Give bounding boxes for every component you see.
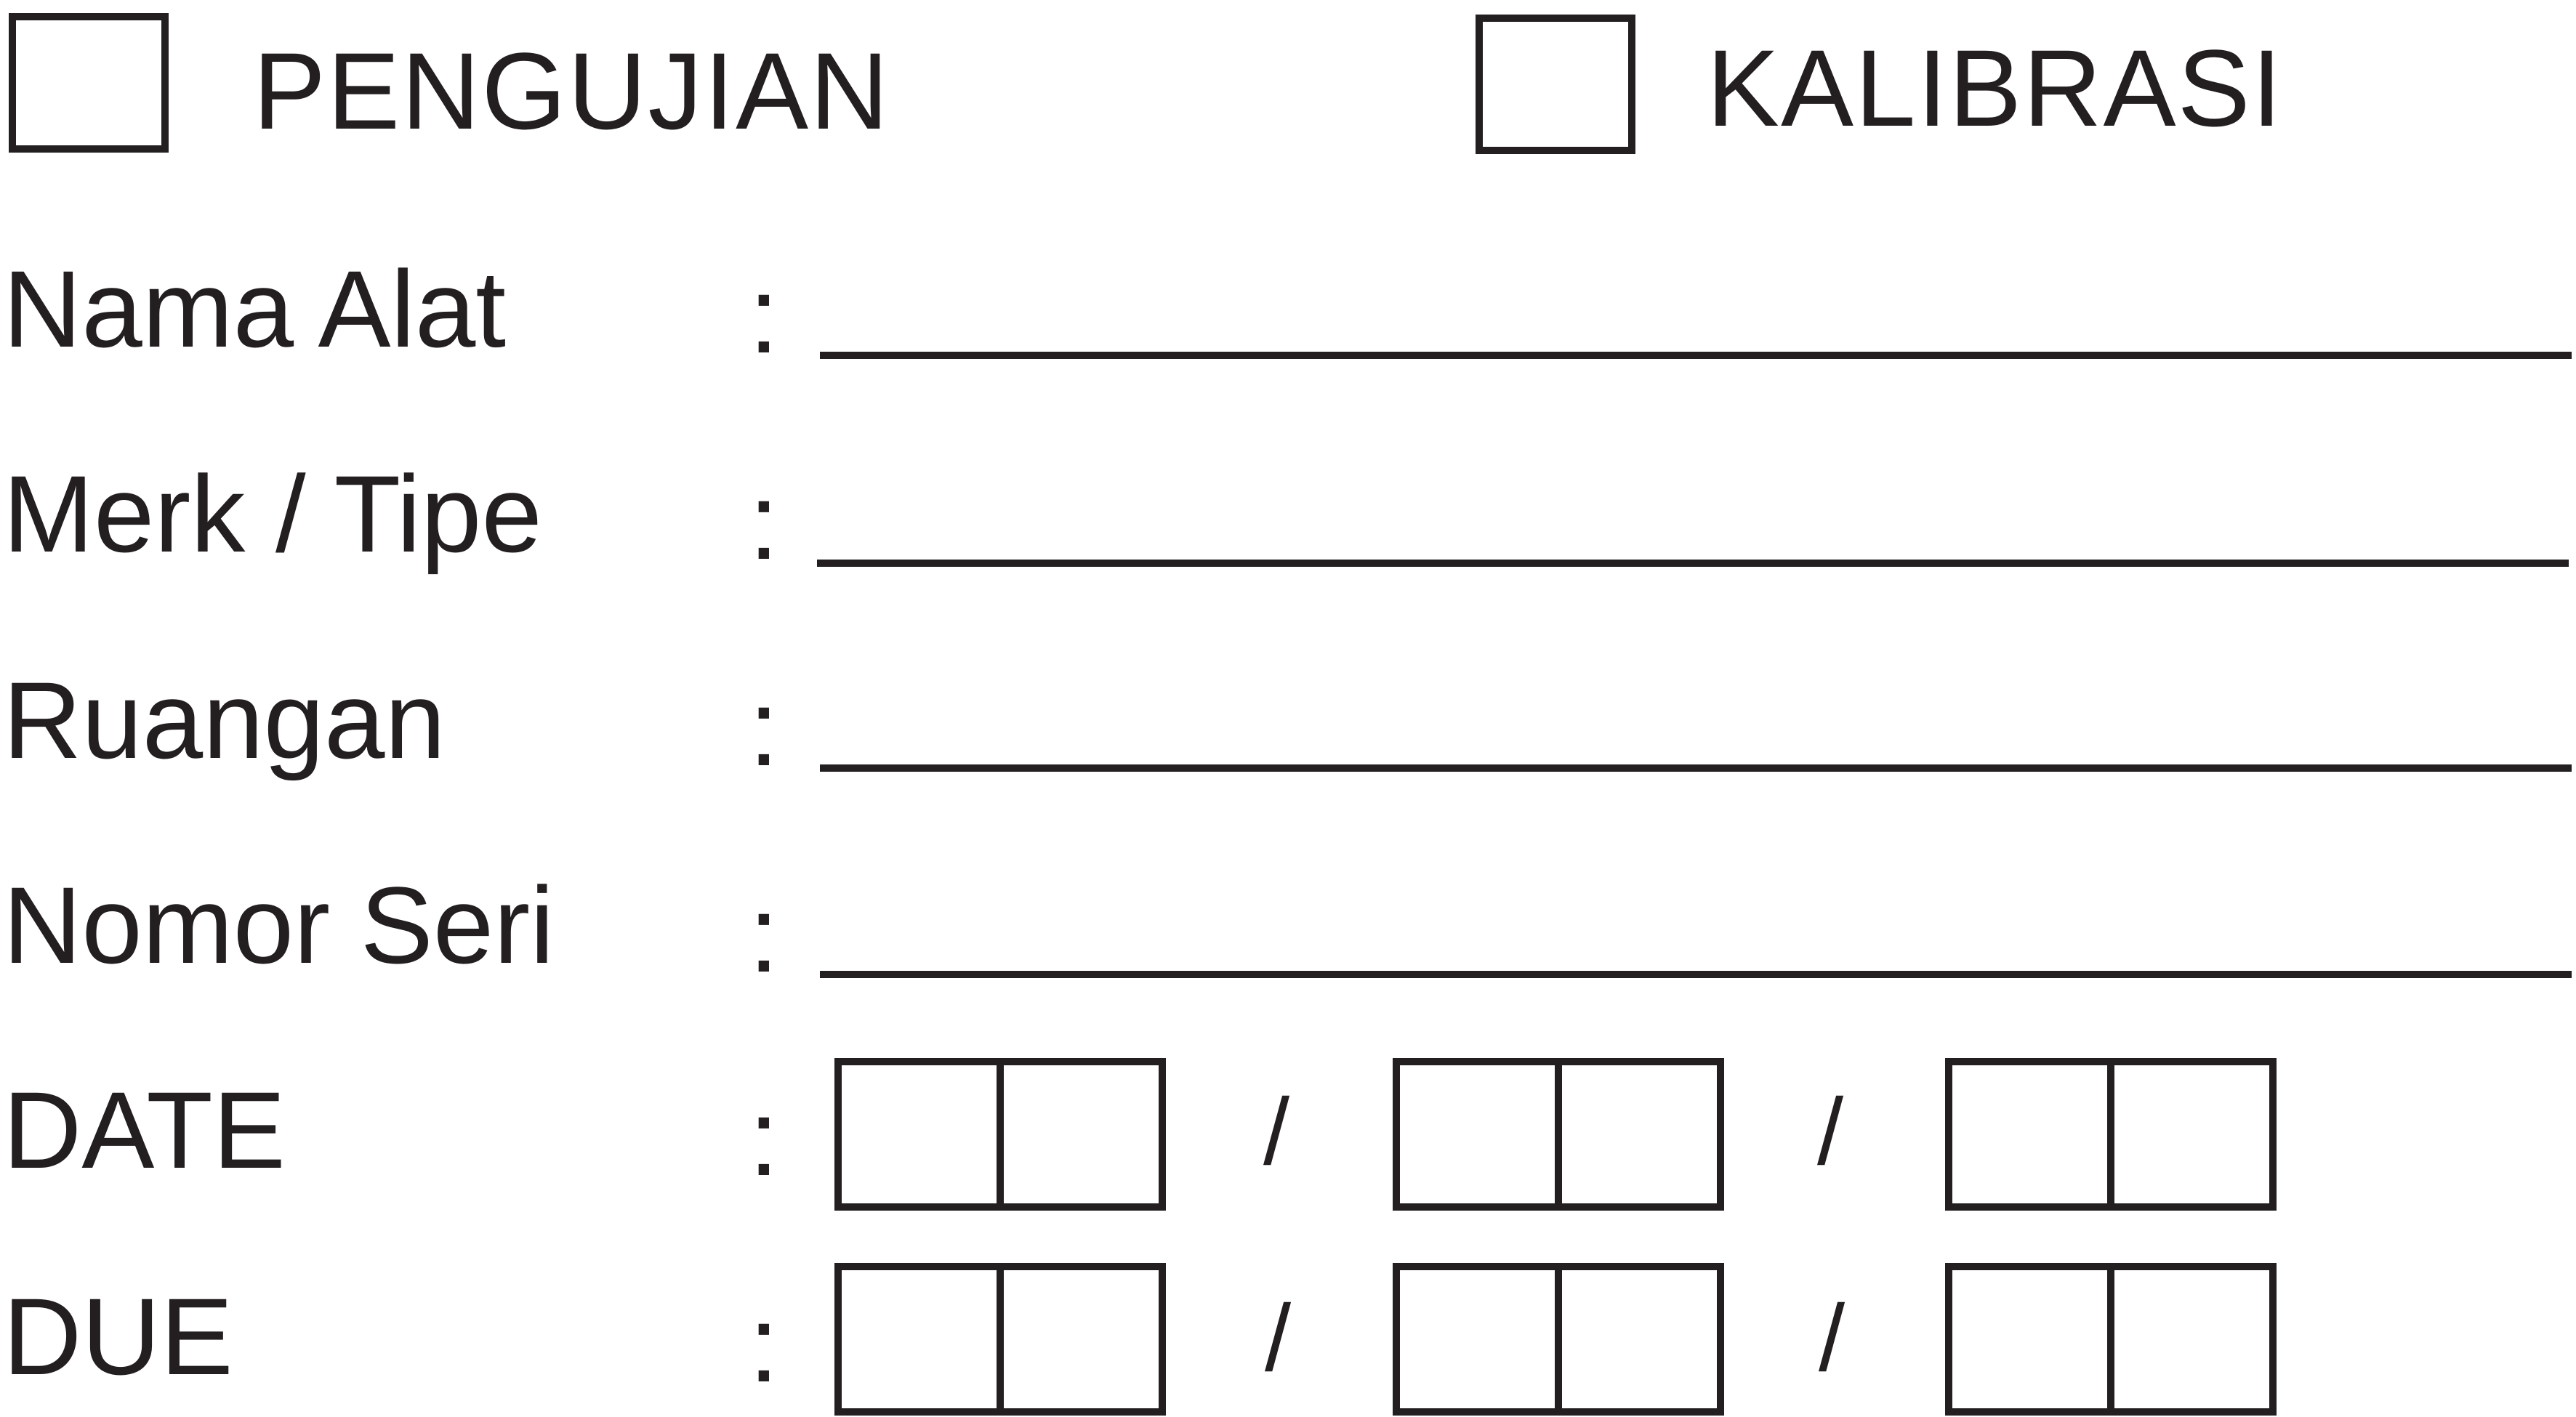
due-month-digit-2[interactable] [1555, 1263, 1724, 1416]
pengujian-checkbox[interactable] [9, 13, 169, 153]
nomor-seri-input-line[interactable] [820, 971, 2572, 978]
kalibrasi-checkbox[interactable] [1476, 15, 1635, 154]
pengujian-label: PENGUJIAN [253, 30, 890, 152]
due-year-digit-1[interactable] [1945, 1263, 2114, 1416]
field-label-merk-tipe: Merk / Tipe [3, 453, 542, 575]
date-month-digit-2[interactable] [1555, 1058, 1724, 1211]
due-day-digit-2[interactable] [997, 1263, 1166, 1416]
field-colon: : [749, 1076, 779, 1198]
due-slash: / [1265, 1285, 1292, 1391]
date-year-digit-1[interactable] [1945, 1058, 2114, 1211]
date-day-boxes [834, 1058, 1166, 1211]
date-day-digit-1[interactable] [834, 1058, 1004, 1211]
nama-alat-input-line[interactable] [820, 352, 2572, 359]
ruangan-input-line[interactable] [820, 764, 2572, 772]
due-day-boxes [834, 1263, 1166, 1416]
date-year-digit-2[interactable] [2107, 1058, 2277, 1211]
field-colon: : [749, 254, 779, 376]
field-colon: : [749, 873, 779, 995]
due-slash: / [1819, 1285, 1846, 1391]
date-slash: / [1817, 1078, 1844, 1184]
merk-tipe-input-line[interactable] [817, 560, 2569, 567]
field-label-ruangan: Ruangan [3, 659, 446, 781]
due-month-digit-1[interactable] [1393, 1263, 1562, 1416]
date-slash: / [1263, 1078, 1290, 1184]
date-month-boxes [1393, 1058, 1724, 1211]
date-month-digit-1[interactable] [1393, 1058, 1562, 1211]
field-colon: : [749, 666, 779, 788]
due-year-digit-2[interactable] [2107, 1263, 2277, 1416]
due-label: DUE [3, 1275, 233, 1397]
field-label-nama-alat: Nama Alat [3, 248, 506, 370]
due-month-boxes [1393, 1263, 1724, 1416]
date-label: DATE [3, 1069, 286, 1191]
date-year-boxes [1945, 1058, 2277, 1211]
kalibrasi-label: KALIBRASI [1707, 27, 2284, 149]
field-colon: : [749, 1283, 779, 1405]
date-day-digit-2[interactable] [997, 1058, 1166, 1211]
due-day-digit-1[interactable] [834, 1263, 1004, 1416]
field-label-nomor-seri: Nomor Seri [3, 864, 555, 986]
field-colon: : [749, 460, 779, 582]
due-year-boxes [1945, 1263, 2277, 1416]
